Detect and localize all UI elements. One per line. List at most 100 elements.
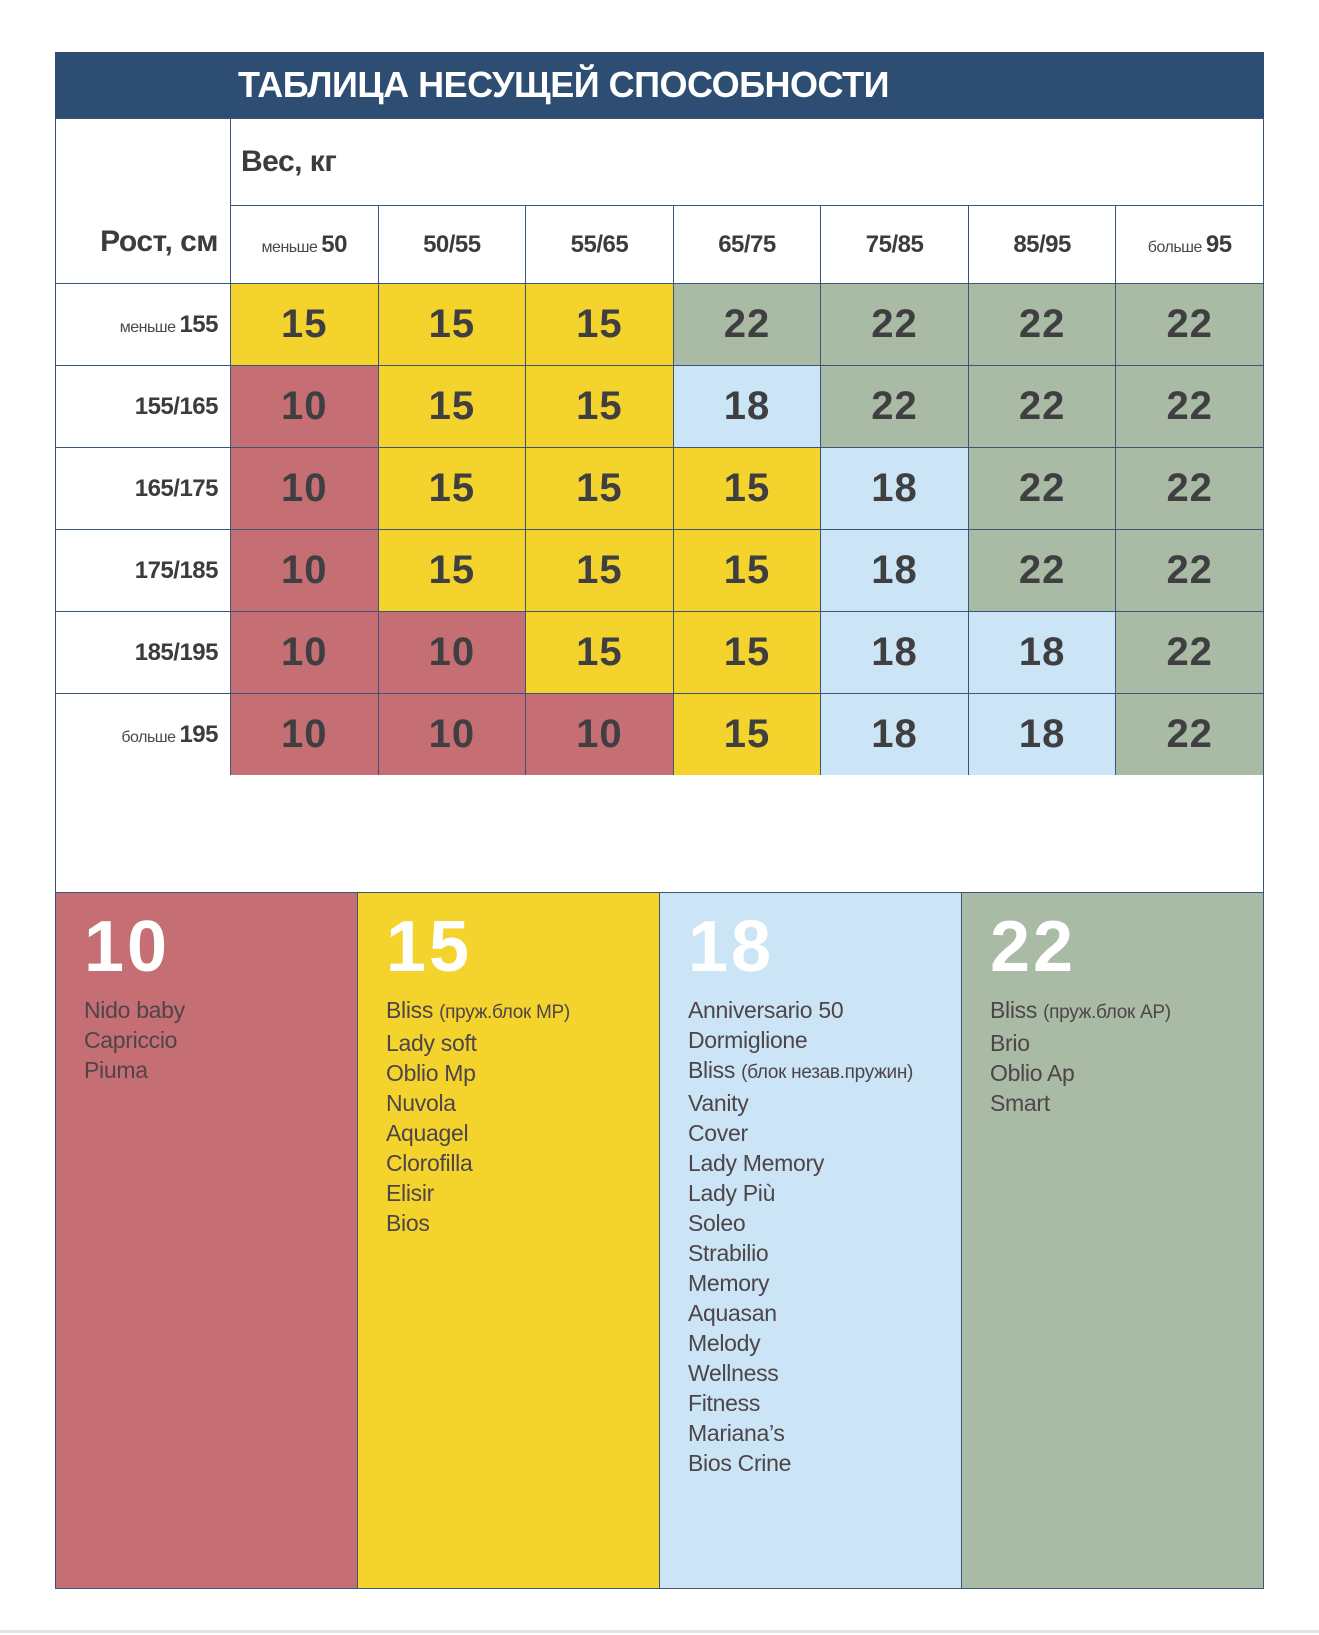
legend-item: Bliss (блок незав.пружин) <box>688 1057 914 1083</box>
row-header: больше 195 <box>55 693 231 776</box>
capacity-cell: 22 <box>1115 611 1264 694</box>
capacity-cell: 10 <box>230 447 379 530</box>
label-prefix: больше <box>121 728 180 746</box>
legend-item-list: Bliss (пруж.блок АР) Brio Oblio Ap Smart <box>990 995 1253 1118</box>
legend-item: Oblio Ap <box>990 1060 1075 1086</box>
legend-item: Aquagel <box>386 1120 469 1146</box>
capacity-cell: 15 <box>377 529 527 612</box>
legend-box-10: 10 Nido baby Capriccio Piuma <box>55 892 358 1589</box>
legend-item: Smart <box>990 1090 1050 1116</box>
capacity-cell: 10 <box>377 693 527 776</box>
legend-item: Clorofilla <box>386 1150 473 1176</box>
legend-value: 18 <box>688 907 775 987</box>
capacity-cell: 10 <box>230 529 379 612</box>
legend-box-15: 15 Bliss (пруж.блок МР) Lady soft Oblio Mp N… <box>357 892 660 1589</box>
legend-item: Anniversario 50 <box>688 997 844 1023</box>
capacity-cell: 18 <box>820 693 969 776</box>
capacity-cell: 22 <box>1115 529 1264 612</box>
legend-item: Memory <box>688 1270 770 1296</box>
row-header: 165/175 <box>55 447 231 530</box>
column-header: меньше 50 <box>230 205 379 284</box>
capacity-cell: 22 <box>967 529 1117 612</box>
legend-item-list: Nido baby Capriccio Piuma <box>84 995 347 1085</box>
legend-value: 15 <box>386 907 473 987</box>
height-axis-label: Рост, см <box>55 118 231 284</box>
capacity-cell: 22 <box>1115 693 1264 776</box>
legend-item: Lady Memory <box>688 1150 825 1176</box>
legend-item-note: (пруж.блок АР) <box>1043 1002 1171 1023</box>
capacity-cell: 15 <box>672 447 822 530</box>
legend-item: Nuvola <box>386 1090 456 1116</box>
capacity-cell: 22 <box>967 447 1117 530</box>
capacity-cell: 10 <box>230 693 379 776</box>
label-prefix: меньше <box>119 318 180 336</box>
capacity-cell: 15 <box>525 611 674 694</box>
capacity-cell: 15 <box>377 365 527 448</box>
table-row: 175/185 10 15 15 15 18 22 22 <box>55 529 1264 612</box>
column-header: 85/95 <box>967 205 1117 284</box>
capacity-cell: 10 <box>230 365 379 448</box>
capacity-cell: 10 <box>377 611 527 694</box>
legend-box-18: 18 Anniversario 50 Dormiglione Bliss (блок … <box>659 892 962 1589</box>
capacity-cell: 15 <box>377 447 527 530</box>
capacity-cell: 15 <box>525 365 674 448</box>
table-row: 155/165 10 15 15 18 22 22 22 <box>55 365 1264 448</box>
legend-item: Lady soft <box>386 1030 477 1056</box>
legend-item: Melody <box>688 1330 761 1356</box>
legend-item-list: Bliss (пруж.блок МР) Lady soft Oblio Mp Nuv… <box>386 995 649 1238</box>
row-header: 175/185 <box>55 529 231 612</box>
legend-item: Oblio Mp <box>386 1060 476 1086</box>
capacity-cell: 22 <box>1115 365 1264 448</box>
legend-item: Bios <box>386 1210 430 1236</box>
capacity-cell: 22 <box>1115 283 1264 366</box>
legend-item: Elisir <box>386 1180 435 1206</box>
capacity-cell: 15 <box>525 283 674 366</box>
legend-box-22: 22 Bliss (пруж.блок АР) Brio Oblio Ap Smart <box>961 892 1264 1589</box>
legend-item: Bios Crine <box>688 1450 792 1476</box>
capacity-cell: 22 <box>820 283 969 366</box>
table-row: 165/175 10 15 15 15 18 22 22 <box>55 447 1264 530</box>
table-row: меньше 155 15 15 15 22 22 22 22 <box>55 283 1264 366</box>
capacity-cell: 15 <box>672 529 822 612</box>
capacity-cell: 10 <box>525 693 674 776</box>
capacity-cell: 15 <box>377 283 527 366</box>
page-title: ТАБЛИЦА НЕСУЩЕЙ СПОСОБНОСТИ <box>238 64 889 105</box>
legend-item: Brio <box>990 1030 1030 1056</box>
capacity-cell: 22 <box>1115 447 1264 530</box>
table-legend-gap <box>55 775 1264 892</box>
legend-item: Nido baby <box>84 997 185 1023</box>
row-header: меньше 155 <box>55 283 231 366</box>
legend-item: Vanity <box>688 1090 749 1116</box>
capacity-cell: 18 <box>820 529 969 612</box>
capacity-cell: 15 <box>672 693 822 776</box>
legend-item-note: (блок незав.пружин) <box>741 1062 914 1083</box>
capacity-cell: 10 <box>230 611 379 694</box>
legend-item: Fitness <box>688 1390 761 1416</box>
column-header: 50/55 <box>377 205 527 284</box>
legend-item: Strabilio <box>688 1240 769 1266</box>
legend-item: Bliss (пруж.блок МР) <box>386 997 570 1023</box>
legend-item: Piuma <box>84 1057 148 1083</box>
capacity-cell: 22 <box>672 283 822 366</box>
capacity-table: Рост, см Вес, кг меньше 50 50/55 55/65 65/7… <box>55 118 1264 776</box>
legend-value: 10 <box>84 907 171 987</box>
title-bar: ТАБЛИЦА НЕСУЩЕЙ СПОСОБНОСТИ <box>55 52 1264 118</box>
capacity-cell: 18 <box>967 611 1117 694</box>
legend-item-list: Anniversario 50 Dormiglione Bliss (блок не… <box>688 995 951 1478</box>
capacity-cell: 22 <box>967 365 1117 448</box>
legend-value: 22 <box>990 907 1077 987</box>
legend-item: Dormiglione <box>688 1027 808 1053</box>
label-prefix: меньше <box>261 238 322 256</box>
legend-item: Cover <box>688 1120 748 1146</box>
table-row: 185/195 10 10 15 15 18 18 22 <box>55 611 1264 694</box>
capacity-cell: 18 <box>820 447 969 530</box>
legend-item: Aquasan <box>688 1300 777 1326</box>
table-row: больше 195 10 10 10 15 18 18 22 <box>55 693 1264 776</box>
row-header: 155/165 <box>55 365 231 448</box>
legend: 10 Nido baby Capriccio Piuma 15 Bliss (пруж.б… <box>55 892 1264 1589</box>
column-header: 55/65 <box>525 205 674 284</box>
legend-item: Bliss (пруж.блок АР) <box>990 997 1171 1023</box>
capacity-cell: 18 <box>967 693 1117 776</box>
legend-item: Soleo <box>688 1210 746 1236</box>
